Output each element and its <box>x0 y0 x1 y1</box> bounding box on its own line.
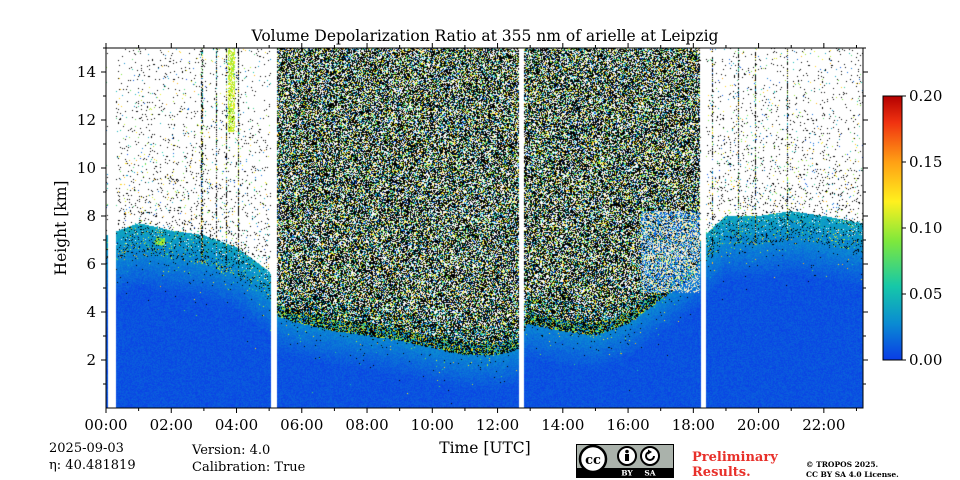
y-axis-label: Height [km] <box>52 181 70 276</box>
copyright-notice: © TROPOS 2025. CC BY SA 4.0 License. <box>806 460 899 480</box>
x-tick-label: 12:00 <box>476 416 519 434</box>
x-tick-label: 14:00 <box>541 416 584 434</box>
x-tick-label: 00:00 <box>84 416 127 434</box>
colorbar-tick-label: 0.15 <box>909 153 942 171</box>
colorbar: 0.00 0.05 0.10 0.15 0.20 <box>882 87 942 369</box>
y-tick-label: 4 <box>86 303 96 321</box>
svg-text:cc: cc <box>585 453 601 468</box>
colorbar-tick-label: 0.20 <box>909 87 942 105</box>
x-tick-label: 04:00 <box>215 416 258 434</box>
heatmap-image <box>106 48 863 408</box>
x-tick-label: 10:00 <box>411 416 454 434</box>
version-label: Version: 4.0 <box>192 443 271 458</box>
preliminary-line-1: Preliminary <box>692 450 778 465</box>
y-tick-label: 6 <box>86 255 96 273</box>
badge-by-label: BY <box>621 469 633 478</box>
colorbar-gradient <box>882 95 903 361</box>
y-tick-label: 10 <box>77 159 96 177</box>
y-tick-label: 12 <box>77 111 96 129</box>
y-tick-label: 8 <box>86 207 96 225</box>
meta-right: Version: 4.0 Calibration: True <box>192 442 305 476</box>
x-axis-label: Time [UTC] <box>439 439 530 457</box>
meta-left: 2025-09-03 η: 40.481819 <box>49 440 136 474</box>
x-tick-label: 18:00 <box>672 416 715 434</box>
share-alike-icon <box>640 446 660 466</box>
colorbar-tick-label: 0.00 <box>909 351 942 369</box>
x-tick-label: 08:00 <box>345 416 388 434</box>
x-tick-label: 16:00 <box>606 416 649 434</box>
y-tick-label: 14 <box>77 63 96 81</box>
y-tick-label: 2 <box>86 351 96 369</box>
x-tick-label: 02:00 <box>150 416 193 434</box>
colorbar-tick-label: 0.10 <box>909 219 942 237</box>
cc-license-badge: cc BY SA <box>576 444 674 478</box>
badge-sa-label: SA <box>644 469 655 478</box>
chart-title: Volume Depolarization Ratio at 355 nm of… <box>251 27 719 45</box>
x-tick-label: 22:00 <box>802 416 845 434</box>
colorbar-tick-label: 0.05 <box>909 285 942 303</box>
x-tick-label: 06:00 <box>280 416 323 434</box>
date-label: 2025-09-03 <box>49 441 124 456</box>
copyright-line-1: © TROPOS 2025. <box>806 460 879 469</box>
x-tick-label: 20:00 <box>737 416 780 434</box>
x-axis-ticks: 00:00 02:00 04:00 06:00 08:00 10:00 12:00 14:00… <box>84 43 857 434</box>
preliminary-notice: Preliminary Results. <box>692 450 778 480</box>
copyright-line-2: CC BY SA 4.0 License. <box>806 470 899 479</box>
cc-icon <box>578 444 608 474</box>
y-axis-ticks: 2 4 6 8 10 12 14 <box>77 47 868 385</box>
plot-frame <box>105 47 864 409</box>
preliminary-line-2: Results. <box>692 465 751 480</box>
eta-label: η: 40.481819 <box>49 458 136 473</box>
plot-area <box>105 47 864 409</box>
colorbar-ticks: 0.00 0.05 0.10 0.15 0.20 <box>902 87 942 369</box>
calibration-label: Calibration: True <box>192 460 306 475</box>
